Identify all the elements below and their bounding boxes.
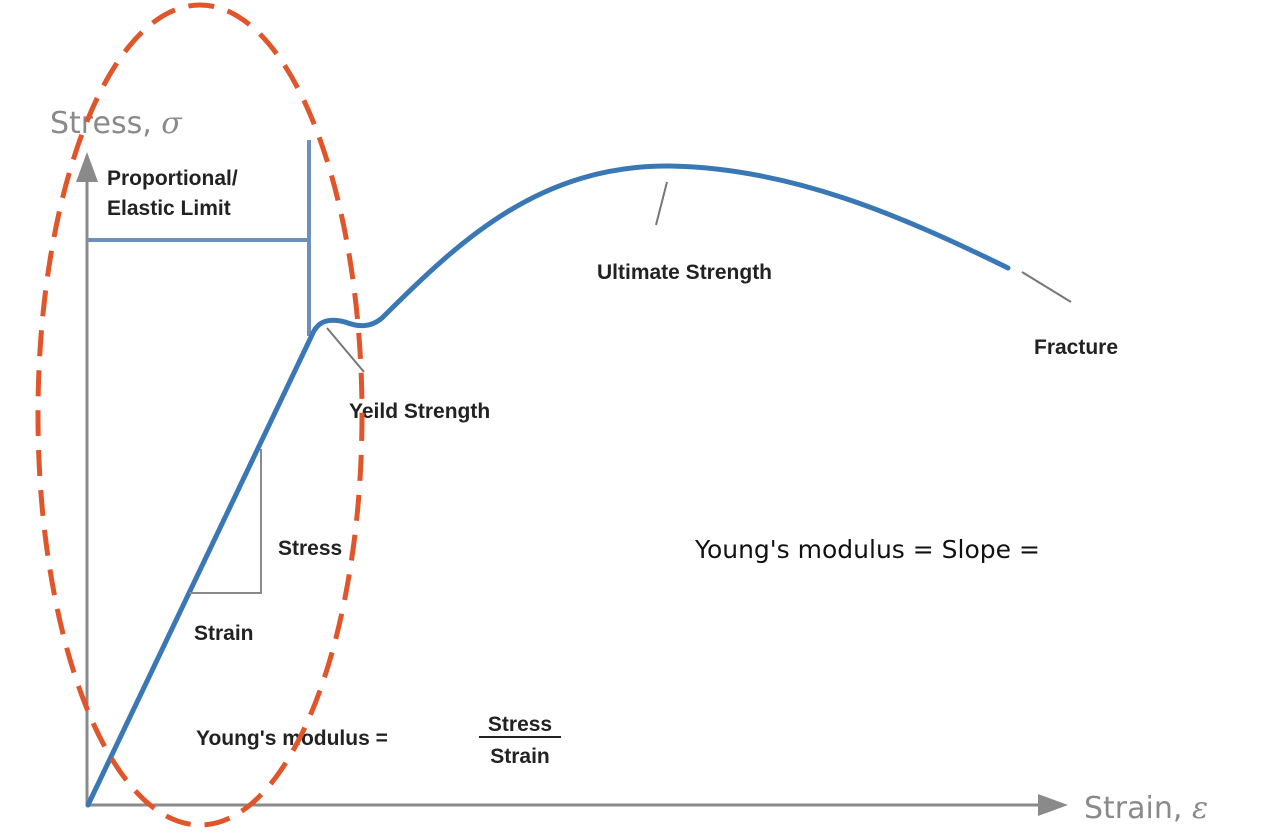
- yield-strength-pointer: [326, 327, 365, 373]
- elastic-region-highlight-ellipse: [35, 2, 365, 828]
- ultimate-strength-pointer: [655, 181, 668, 226]
- x-axis-label: Strain, ε: [1084, 791, 1208, 826]
- fracture-label: Fracture: [1034, 336, 1118, 359]
- triangle-strain-label: Strain: [194, 622, 254, 645]
- ultimate-strength-label: Ultimate Strength: [597, 261, 772, 284]
- yield-strength-label: Yeild Strength: [349, 400, 490, 423]
- formula-numerator: Stress: [488, 713, 552, 736]
- formula-denominator: Strain: [490, 745, 550, 768]
- fracture-pointer: [1021, 271, 1072, 303]
- proportional-limit-label-line1: Proportional/: [107, 167, 238, 190]
- stress-strain-curve: [85, 163, 1011, 808]
- slope-triangle: [189, 449, 262, 594]
- triangle-stress-label: Stress: [278, 537, 342, 560]
- x-axis-arrow-icon: [1038, 794, 1068, 816]
- youngs-modulus-formula-label: Young's modulus =: [196, 727, 388, 750]
- y-axis-arrow-icon: [76, 152, 98, 182]
- youngs-modulus-slope-label: Young's modulus = Slope =: [694, 535, 1040, 564]
- y-axis-label: Stress, σ: [50, 106, 183, 141]
- proportional-limit-label-line2: Elastic Limit: [107, 197, 231, 220]
